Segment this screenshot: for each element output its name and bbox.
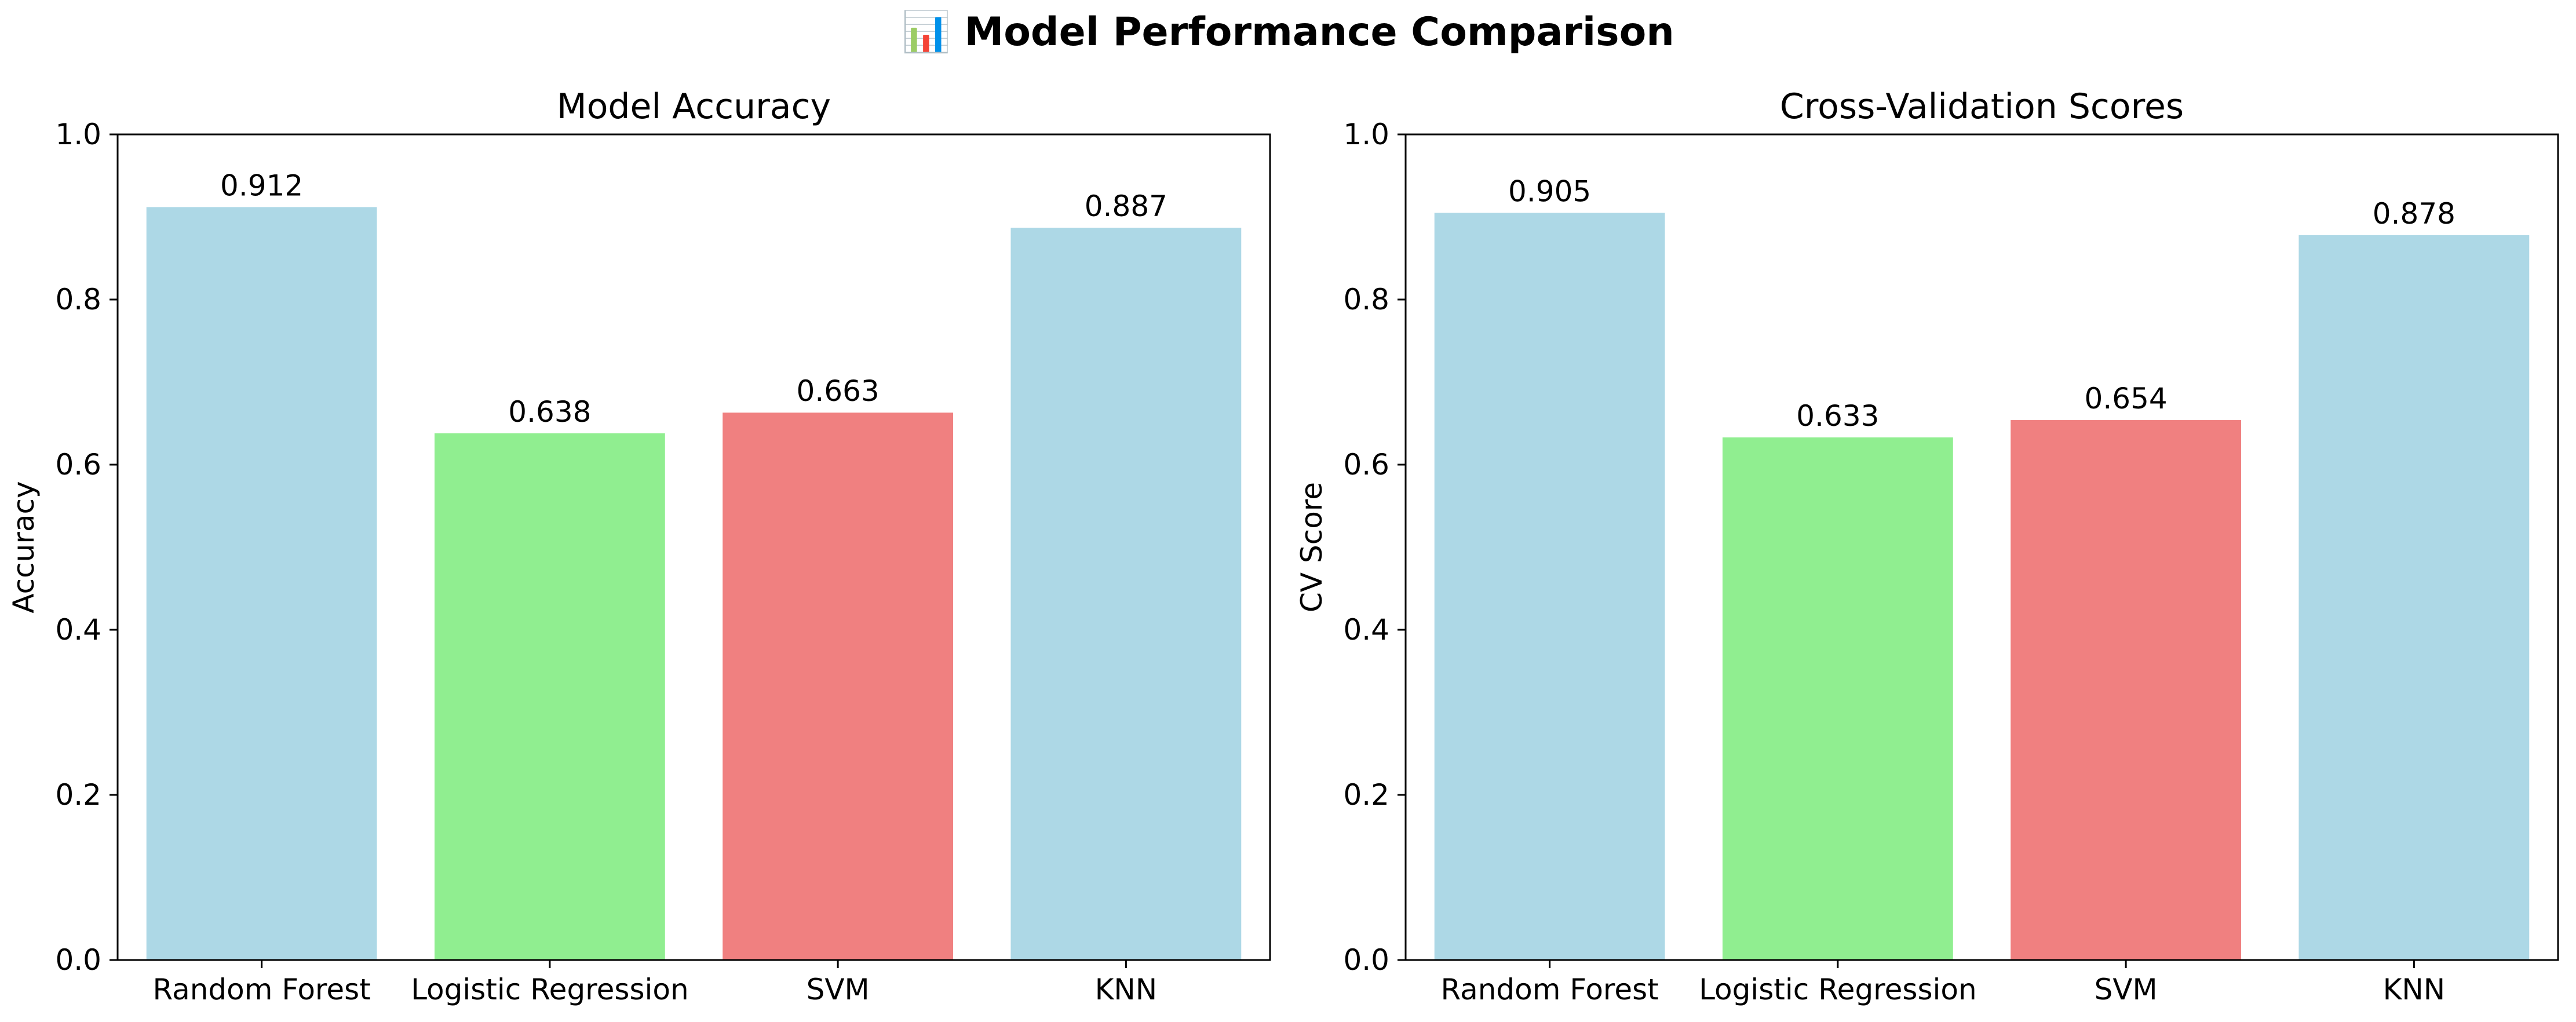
y-tick-label: 0.8: [55, 283, 101, 316]
data-label: 0.912: [220, 169, 303, 202]
y-tick-label: 0.4: [55, 613, 101, 647]
bar-svm: [723, 413, 954, 960]
chart-1: 0.912 Random Forest 0.638 Logistic Regressi…: [7, 86, 1271, 1006]
data-label: 0.887: [1085, 189, 1167, 223]
y-tick-label: 0.4: [1343, 613, 1389, 647]
bar-svm: [2011, 420, 2242, 960]
data-label: 0.654: [2085, 382, 2168, 415]
chart-title: Model Accuracy: [557, 86, 831, 127]
y-tick-label: 0.0: [55, 943, 101, 977]
axes-frame: [1404, 133, 2559, 961]
y-tick-label: 0.6: [1343, 448, 1389, 481]
figure-title: 📊 Model Performance Comparison: [902, 9, 1674, 55]
y-tick-label: 0.2: [55, 778, 101, 812]
bar-logistic-regression: [434, 433, 665, 960]
data-label: 0.633: [1796, 399, 1879, 433]
data-label: 0.878: [2373, 197, 2455, 231]
x-tick-label: KNN: [2383, 973, 2446, 1006]
y-tick-label: 1.0: [55, 118, 101, 151]
x-tick-label: SVM: [2095, 973, 2158, 1006]
x-tick-label: SVM: [807, 973, 870, 1006]
y-tick-label: 0.0: [1343, 943, 1389, 977]
y-tick-label: 0.2: [1343, 778, 1389, 812]
y-tick-label: 0.6: [55, 448, 101, 481]
chart-2: 0.905 Random Forest 0.633 Logistic Regressi…: [1295, 86, 2559, 1006]
bar-knn: [2298, 235, 2530, 961]
x-tick-label: Random Forest: [1440, 973, 1658, 1006]
chart-title: Cross-Validation Scores: [1780, 86, 2184, 127]
axes-frame: [116, 133, 1271, 961]
x-tick-label: Random Forest: [152, 973, 370, 1006]
charts-container: 0.912 Random Forest 0.638 Logistic Regressi…: [7, 86, 2559, 1006]
y-axis-label: CV Score: [1295, 482, 1329, 612]
bar-random-forest: [146, 207, 377, 960]
x-tick-label: Logistic Regression: [1699, 973, 1977, 1006]
y-tick-label: 0.8: [1343, 283, 1389, 316]
data-label: 0.663: [797, 374, 880, 408]
data-label: 0.638: [508, 395, 591, 429]
bar-knn: [1010, 228, 1242, 960]
data-label: 0.905: [1508, 174, 1591, 208]
x-tick-label: Logistic Regression: [411, 973, 689, 1006]
y-tick-label: 1.0: [1343, 118, 1389, 151]
bar-logistic-regression: [1722, 437, 1953, 960]
bar-random-forest: [1434, 213, 1665, 961]
x-tick-label: KNN: [1095, 973, 1158, 1006]
y-axis-label: Accuracy: [7, 481, 41, 613]
